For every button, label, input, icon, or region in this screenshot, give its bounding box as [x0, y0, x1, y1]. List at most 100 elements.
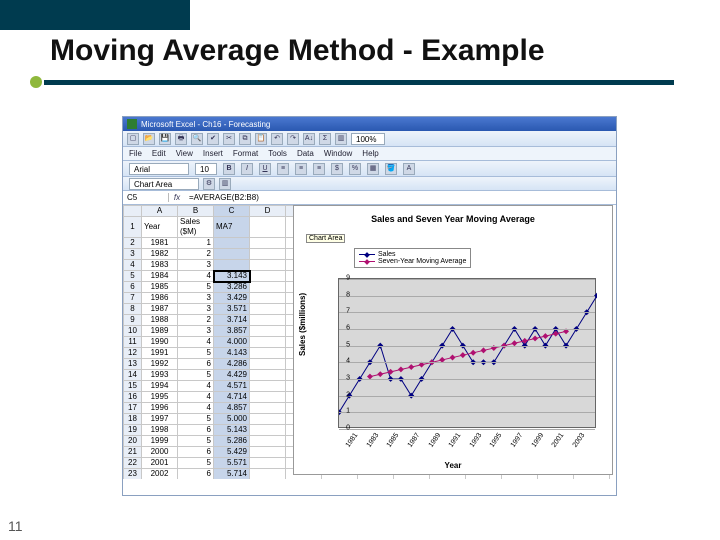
- cell-D19[interactable]: [250, 425, 286, 436]
- cut-icon[interactable]: ✂: [223, 133, 235, 145]
- cell-B11[interactable]: 4: [178, 337, 214, 348]
- cell-A12[interactable]: 1991: [142, 348, 178, 359]
- bold-button[interactable]: B: [223, 163, 235, 175]
- cell-B17[interactable]: 4: [178, 403, 214, 414]
- align-left-icon[interactable]: ≡: [277, 163, 289, 175]
- cell-A1[interactable]: Year: [142, 217, 178, 238]
- cell-A18[interactable]: 1997: [142, 414, 178, 425]
- row-header-19[interactable]: 19: [124, 425, 142, 436]
- cell-A16[interactable]: 1995: [142, 392, 178, 403]
- cell-D9[interactable]: [250, 315, 286, 326]
- row-header-14[interactable]: 14: [124, 370, 142, 381]
- cell-D7[interactable]: [250, 293, 286, 304]
- cell-C2[interactable]: [214, 238, 250, 249]
- cell-B21[interactable]: 6: [178, 447, 214, 458]
- cell-A20[interactable]: 1999: [142, 436, 178, 447]
- menu-tools[interactable]: Tools: [268, 149, 287, 158]
- spell-icon[interactable]: ✔: [207, 133, 219, 145]
- italic-button[interactable]: I: [241, 163, 253, 175]
- sort-icon[interactable]: A↓: [303, 133, 315, 145]
- border-icon[interactable]: ▦: [367, 163, 379, 175]
- cell-D11[interactable]: [250, 337, 286, 348]
- row-header-20[interactable]: 20: [124, 436, 142, 447]
- cell-C17[interactable]: 4.857: [214, 403, 250, 414]
- cell-D15[interactable]: [250, 381, 286, 392]
- row-header-23[interactable]: 23: [124, 469, 142, 480]
- cell-A10[interactable]: 1989: [142, 326, 178, 337]
- row-header-9[interactable]: 9: [124, 315, 142, 326]
- cell-D5[interactable]: [250, 271, 286, 282]
- cell-C12[interactable]: 4.143: [214, 348, 250, 359]
- cell-C4[interactable]: [214, 260, 250, 271]
- row-header-6[interactable]: 6: [124, 282, 142, 293]
- undo-icon[interactable]: ↶: [271, 133, 283, 145]
- chart-icon[interactable]: ▥: [335, 133, 347, 145]
- align-right-icon[interactable]: ≡: [313, 163, 325, 175]
- cell-A22[interactable]: 2001: [142, 458, 178, 469]
- cell-C16[interactable]: 4.714: [214, 392, 250, 403]
- cell-B1[interactable]: Sales ($M): [178, 217, 214, 238]
- cell-D17[interactable]: [250, 403, 286, 414]
- cell-B9[interactable]: 2: [178, 315, 214, 326]
- excel-titlebar[interactable]: Microsoft Excel - Ch16 - Forecasting: [123, 117, 616, 131]
- align-center-icon[interactable]: ≡: [295, 163, 307, 175]
- chart-type-icon[interactable]: ▥: [219, 178, 231, 190]
- cell-C15[interactable]: 4.571: [214, 381, 250, 392]
- copy-icon[interactable]: ⧉: [239, 133, 251, 145]
- cell-B13[interactable]: 6: [178, 359, 214, 370]
- cell-D13[interactable]: [250, 359, 286, 370]
- cell-B4[interactable]: 3: [178, 260, 214, 271]
- chart-object-box[interactable]: Chart Area: [129, 178, 199, 190]
- print-icon[interactable]: 🖶: [175, 133, 187, 145]
- cell-D21[interactable]: [250, 447, 286, 458]
- zoom-box[interactable]: 100%: [351, 133, 385, 145]
- cell-B19[interactable]: 6: [178, 425, 214, 436]
- row-header-7[interactable]: 7: [124, 293, 142, 304]
- sum-icon[interactable]: Σ: [319, 133, 331, 145]
- select-all-cell[interactable]: [124, 206, 142, 217]
- font-size-box[interactable]: 10: [195, 163, 217, 175]
- col-header-C[interactable]: C: [214, 206, 250, 217]
- underline-button[interactable]: U: [259, 163, 271, 175]
- row-header-5[interactable]: 5: [124, 271, 142, 282]
- cell-A19[interactable]: 1998: [142, 425, 178, 436]
- col-header-B[interactable]: B: [178, 206, 214, 217]
- cell-B3[interactable]: 2: [178, 249, 214, 260]
- cell-A14[interactable]: 1993: [142, 370, 178, 381]
- formula-input[interactable]: =AVERAGE(B2:B8): [185, 193, 616, 202]
- menu-format[interactable]: Format: [233, 149, 258, 158]
- cell-B23[interactable]: 6: [178, 469, 214, 480]
- cell-B8[interactable]: 3: [178, 304, 214, 315]
- row-header-3[interactable]: 3: [124, 249, 142, 260]
- new-icon[interactable]: ▢: [127, 133, 139, 145]
- cell-A11[interactable]: 1990: [142, 337, 178, 348]
- row-header-21[interactable]: 21: [124, 447, 142, 458]
- cell-C11[interactable]: 4.000: [214, 337, 250, 348]
- menu-window[interactable]: Window: [324, 149, 352, 158]
- cell-C19[interactable]: 5.143: [214, 425, 250, 436]
- cell-B16[interactable]: 4: [178, 392, 214, 403]
- cell-B14[interactable]: 5: [178, 370, 214, 381]
- cell-A7[interactable]: 1986: [142, 293, 178, 304]
- cell-C8[interactable]: 3.571: [214, 304, 250, 315]
- cell-B15[interactable]: 4: [178, 381, 214, 392]
- name-box[interactable]: C5: [123, 193, 169, 202]
- cell-D22[interactable]: [250, 458, 286, 469]
- cell-D1[interactable]: [250, 217, 286, 238]
- cell-D2[interactable]: [250, 238, 286, 249]
- cell-A2[interactable]: 1981: [142, 238, 178, 249]
- cell-B10[interactable]: 3: [178, 326, 214, 337]
- cell-C21[interactable]: 5.429: [214, 447, 250, 458]
- cell-D6[interactable]: [250, 282, 286, 293]
- cell-D18[interactable]: [250, 414, 286, 425]
- cell-D8[interactable]: [250, 304, 286, 315]
- cell-D12[interactable]: [250, 348, 286, 359]
- open-icon[interactable]: 📂: [143, 133, 155, 145]
- row-header-2[interactable]: 2: [124, 238, 142, 249]
- cell-C10[interactable]: 3.857: [214, 326, 250, 337]
- cell-A6[interactable]: 1985: [142, 282, 178, 293]
- cell-A23[interactable]: 2002: [142, 469, 178, 480]
- preview-icon[interactable]: 🔍: [191, 133, 203, 145]
- paste-icon[interactable]: 📋: [255, 133, 267, 145]
- cell-B5[interactable]: 4: [178, 271, 214, 282]
